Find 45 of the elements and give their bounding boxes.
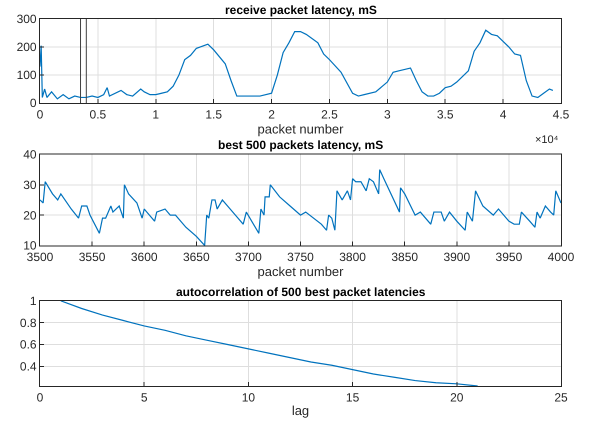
x-tick-label: 1.5 (205, 107, 222, 122)
x-tick-label: 0.5 (90, 107, 107, 122)
x-tick-label: 2 (268, 107, 276, 122)
x-axis-title: packet number (258, 121, 344, 136)
x-tick-label: 1 (152, 107, 160, 122)
x-tick-label: 5 (140, 390, 148, 404)
x-tick-label: 3800 (339, 250, 366, 264)
x-tick-label: 4 (500, 107, 507, 122)
x-tick-label: 3550 (78, 250, 106, 264)
x-axis-title: packet number (258, 264, 344, 279)
x-tick-label: 15 (346, 390, 360, 404)
y-tick-label: 200 (16, 40, 37, 54)
x-tick-label: 25 (554, 390, 568, 404)
x-tick-label: 2.5 (321, 107, 338, 122)
x-axis-title: lag (292, 403, 310, 418)
chart-title: receive packet latency, mS (225, 3, 377, 17)
x-tick-label: 3850 (391, 250, 418, 264)
y-tick-label: 300 (16, 12, 37, 26)
x-tick-label: 3600 (130, 250, 158, 264)
y-tick-label: 30 (23, 178, 37, 192)
x-tick-label: 10 (242, 390, 256, 404)
chart-title: autocorrelation of 500 best packet latencies (176, 285, 426, 299)
x-tick-label: 3750 (287, 250, 314, 264)
chart-title: best 500 packets latency, mS (218, 138, 384, 152)
y-tick-label: 100 (16, 68, 37, 82)
y-tick-label: 40 (23, 148, 37, 162)
x-tick-label: 3.5 (436, 107, 454, 122)
y-tick-label: 0 (30, 96, 37, 110)
y-tick-label: 0.4 (20, 360, 37, 374)
x-tick-label: 3950 (496, 250, 523, 264)
line-series (40, 168, 561, 246)
line-series (40, 30, 554, 100)
x-tick-label: 3900 (443, 250, 470, 264)
x-tick-label: 20 (450, 390, 464, 404)
x-tick-label: 3650 (182, 250, 210, 264)
x-tick-label: 3 (384, 107, 391, 122)
x-tick-label: 4000 (548, 250, 575, 264)
x-tick-label: 4.5 (552, 107, 570, 122)
y-tick-label: 20 (23, 208, 37, 222)
y-tick-label: 0.6 (20, 338, 37, 352)
x-tick-label: 3700 (235, 250, 262, 264)
y-tick-label: 1 (30, 294, 37, 308)
line-series (60, 300, 478, 386)
y-tick-label: 0.8 (20, 316, 37, 330)
text: ×10⁴ (535, 134, 559, 146)
